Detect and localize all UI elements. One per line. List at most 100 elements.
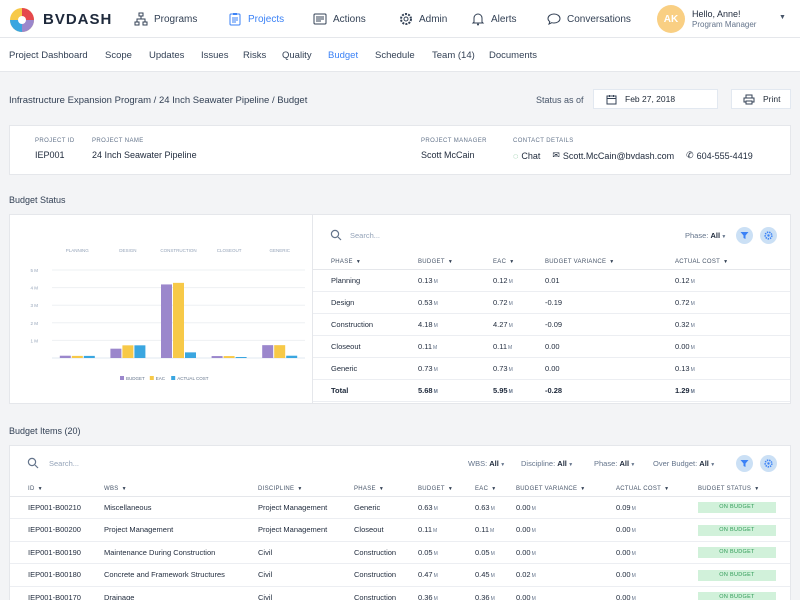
- items-col-budget[interactable]: BUDGET ▼: [418, 482, 475, 497]
- project-manager-label: PROJECT MANAGER: [421, 138, 487, 144]
- breadcrumb: Infrastructure Expansion Program / 24 In…: [9, 95, 308, 106]
- item-budget-value: 0.47: [418, 570, 433, 580]
- item-actual-cost-value: 0.00: [616, 547, 631, 557]
- tab-updates[interactable]: Updates: [149, 50, 185, 61]
- contact-phone-link[interactable]: ✆ 604-555-4419: [686, 150, 753, 161]
- phase-eac-unit: M: [508, 278, 513, 285]
- bar-eac: [173, 282, 184, 358]
- phase-row[interactable]: Closeout 0.11M 0.11M 0.00 0.00M: [313, 335, 790, 358]
- bar-eac: [122, 345, 134, 358]
- phase-row[interactable]: Construction 4.18M 4.27M -0.09 0.32M: [313, 313, 790, 336]
- tab-documents[interactable]: Documents: [489, 50, 538, 61]
- nav-actions[interactable]: Actions: [313, 10, 366, 28]
- col-budget-label: BUDGET: [418, 258, 445, 265]
- col-eac[interactable]: EAC ▼: [493, 255, 545, 270]
- tab-schedule[interactable]: Schedule: [375, 50, 415, 61]
- phase-row[interactable]: Planning 0.13M 0.12M 0.01 0.12M: [313, 269, 790, 292]
- items-col-budget-status[interactable]: BUDGET STATUS ▼: [698, 482, 790, 497]
- tab-project-dashboard[interactable]: Project Dashboard: [9, 50, 88, 61]
- items-phase-filter[interactable]: Phase: All ▼: [594, 459, 636, 468]
- table-row[interactable]: IEP001-B00190 Maintenance During Construc…: [10, 541, 790, 564]
- items-col-discipline[interactable]: DISCIPLINE ▼: [258, 482, 354, 497]
- budget-status-panel: 5 M 4 M 3 M 2 M 1 M PLANNING DESIGN CONSTRUCTIO…: [9, 214, 791, 404]
- items-filter-button[interactable]: [736, 455, 753, 472]
- user-greeting[interactable]: Hello, Anne!: [692, 9, 741, 19]
- over-budget-filter[interactable]: Over Budget: All ▼: [653, 459, 716, 468]
- items-col-budget-variance[interactable]: BUDGET VARIANCE ▼: [516, 482, 616, 497]
- col-actual-cost[interactable]: ACTUAL COST ▼: [675, 255, 790, 270]
- item-status: ON BUDGET: [698, 518, 790, 542]
- avatar[interactable]: AK: [657, 5, 685, 33]
- x-category-label: CLOSEOUT: [217, 248, 242, 253]
- items-col-eac[interactable]: EAC ▼: [475, 482, 516, 497]
- phase-name: Construction: [313, 313, 418, 336]
- tab-team[interactable]: Team (14): [432, 50, 475, 61]
- wbs-filter-value: All: [489, 459, 499, 468]
- col-budget[interactable]: BUDGET ▼: [418, 255, 493, 270]
- item-id: IEP001-B00190: [10, 541, 104, 564]
- phase-total-row: Total 5.68M 5.95M -0.28 1.29M: [313, 379, 790, 402]
- nav-projects[interactable]: Projects: [228, 10, 284, 28]
- budget-items-title: Budget Items (20): [9, 426, 81, 436]
- table-row[interactable]: IEP001-B00170 Drainage Civil Construction 0.…: [10, 586, 790, 600]
- app-logo-text: BVDASH: [43, 11, 113, 28]
- table-row[interactable]: IEP001-B00200 Project Management Project M…: [10, 518, 790, 542]
- phase-actual-cost-unit: M: [690, 300, 695, 307]
- col-budget-variance[interactable]: BUDGET VARIANCE ▼: [545, 255, 675, 270]
- tab-quality[interactable]: Quality: [282, 50, 312, 61]
- total-actual-cost-value: 1.29: [675, 385, 690, 395]
- nav-alerts[interactable]: Alerts: [471, 10, 517, 28]
- total-budget-value: 5.68: [418, 385, 433, 395]
- status-date-picker[interactable]: Feb 27, 2018: [593, 89, 718, 109]
- item-actual-cost: 0.09M: [616, 496, 698, 519]
- phase-eac-unit: M: [508, 344, 513, 351]
- item-variance-value: 0.00: [516, 547, 531, 557]
- contact-email-link[interactable]: ✉ Scott.McCain@bvdash.com: [552, 150, 674, 161]
- table-row[interactable]: IEP001-B00180 Concrete and Framework Stru…: [10, 563, 790, 587]
- phase-budget-unit: M: [433, 366, 438, 373]
- contact-details-label: CONTACT DETAILS: [513, 138, 574, 144]
- item-budget-unit: M: [433, 505, 438, 512]
- item-variance-value: 0.00: [516, 525, 531, 535]
- nav-programs[interactable]: Programs: [134, 10, 197, 28]
- phase-row[interactable]: Design 0.53M 0.72M -0.19 0.72M: [313, 291, 790, 314]
- tab-risks[interactable]: Risks: [243, 50, 267, 61]
- filter-button[interactable]: [736, 227, 753, 244]
- items-col-phase[interactable]: PHASE ▼: [354, 482, 418, 497]
- print-button[interactable]: Print: [731, 89, 791, 109]
- user-menu-caret-icon[interactable]: ▼: [779, 14, 786, 21]
- total-eac-unit: M: [508, 388, 513, 395]
- wbs-filter[interactable]: WBS: All ▼: [468, 459, 506, 468]
- contact-chat-link[interactable]: ◌ Chat: [513, 151, 540, 161]
- items-col-id[interactable]: ID ▼: [10, 482, 104, 497]
- col-phase[interactable]: PHASE ▼: [313, 255, 418, 270]
- bvdash-logo[interactable]: [9, 7, 35, 33]
- items-settings-button[interactable]: [760, 455, 777, 472]
- phase-row[interactable]: Generic 0.73M 0.73M 0.00 0.13M: [313, 357, 790, 380]
- phase-search-input[interactable]: Search...: [350, 231, 381, 240]
- phase-filter[interactable]: Phase: All ▼: [685, 231, 727, 240]
- items-col-actual-cost[interactable]: ACTUAL COST ▼: [616, 482, 698, 497]
- items-search-input[interactable]: Search...: [49, 459, 80, 468]
- col-budget-variance-label: BUDGET VARIANCE: [545, 258, 607, 265]
- phase-actual-cost: 0.00M: [675, 335, 790, 358]
- project-manager-value: Scott McCain: [421, 150, 475, 160]
- settings-button[interactable]: [760, 227, 777, 244]
- discipline-filter-value: All: [557, 459, 567, 468]
- item-phase: Construction: [354, 541, 418, 564]
- table-row[interactable]: IEP001-B00210 Miscellaneous Project Manage…: [10, 496, 790, 519]
- phase-budget: 0.73M: [418, 357, 493, 380]
- items-col-wbs[interactable]: WBS ▼: [104, 482, 258, 497]
- nav-admin[interactable]: Admin: [399, 10, 447, 28]
- print-button-label: Print: [763, 94, 781, 104]
- discipline-filter[interactable]: Discipline: All ▼: [521, 459, 574, 468]
- status-badge: ON BUDGET: [698, 502, 776, 514]
- tab-issues[interactable]: Issues: [201, 50, 229, 61]
- item-eac: 0.11M: [475, 518, 516, 542]
- tab-budget[interactable]: Budget: [328, 50, 359, 61]
- nav-conversations[interactable]: Conversations: [547, 10, 631, 28]
- budget-items-panel: Search... WBS: All ▼ Discipline: All ▼ P…: [9, 445, 791, 600]
- tab-scope[interactable]: Scope: [105, 50, 132, 61]
- item-variance-unit: M: [531, 573, 536, 580]
- item-eac: 0.36M: [475, 586, 516, 600]
